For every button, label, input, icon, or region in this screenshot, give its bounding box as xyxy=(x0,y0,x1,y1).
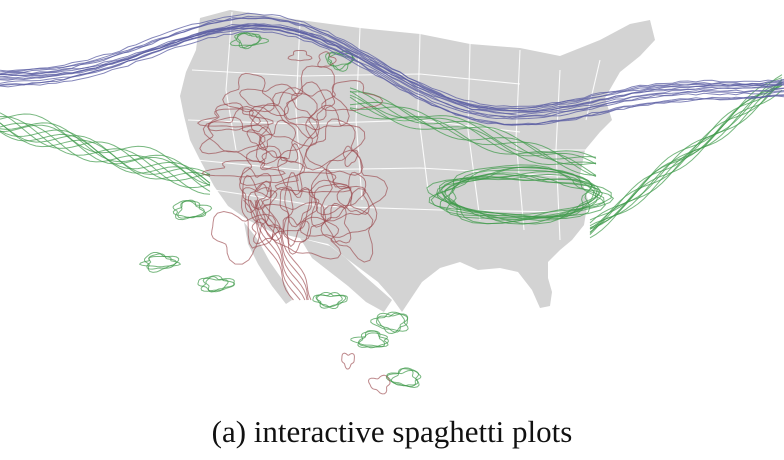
red-contour-line[interactable] xyxy=(257,199,309,301)
blue-contour-line[interactable] xyxy=(0,23,784,110)
state-border-line xyxy=(187,119,521,133)
us-landmass xyxy=(180,10,655,312)
state-border-line xyxy=(515,49,525,231)
red-contour-loop[interactable] xyxy=(299,183,374,238)
green-contour-blob[interactable] xyxy=(390,368,419,387)
red-contour-line[interactable] xyxy=(249,199,301,301)
red-contour-line[interactable] xyxy=(243,199,294,301)
figure-caption: (a) interactive spaghetti plots xyxy=(211,414,573,449)
green-contour-blob[interactable] xyxy=(229,32,269,47)
green-contour-loop[interactable] xyxy=(448,177,598,225)
red-contour-line[interactable] xyxy=(254,199,306,301)
red-contour-loop[interactable] xyxy=(260,150,288,171)
red-contour-loop[interactable] xyxy=(272,81,327,139)
red-contour-loop[interactable] xyxy=(207,102,261,132)
green-contour-line[interactable] xyxy=(349,106,597,178)
red-contour-loop[interactable] xyxy=(322,187,378,263)
green-contour-line[interactable] xyxy=(349,91,597,166)
blue-contour-line[interactable] xyxy=(0,30,784,125)
green-contour-blob[interactable] xyxy=(143,252,180,273)
red-contour-loop[interactable] xyxy=(261,201,327,243)
green-contour-blob[interactable] xyxy=(357,330,389,348)
state-border-line xyxy=(295,21,301,171)
red-contour-line[interactable] xyxy=(256,199,308,301)
red-contour-loop[interactable] xyxy=(291,89,336,121)
red-contour-blob[interactable] xyxy=(341,352,355,370)
red-contour-loop[interactable] xyxy=(279,187,313,228)
baja-peninsula xyxy=(244,222,292,304)
red-contour-loop[interactable] xyxy=(202,105,269,163)
green-contour-line[interactable] xyxy=(0,122,211,187)
spaghetti-map xyxy=(0,10,784,395)
green-contour-line[interactable] xyxy=(0,124,211,192)
green-contour-line[interactable] xyxy=(0,122,211,195)
red-contour-loop[interactable] xyxy=(199,116,266,155)
red-contour-loop[interactable] xyxy=(303,104,366,171)
red-contour-blob[interactable] xyxy=(287,50,313,62)
blue-contour-line[interactable] xyxy=(0,27,784,120)
state-border-line xyxy=(213,189,571,213)
green-contour-blob[interactable] xyxy=(197,277,235,293)
green-contour-line[interactable] xyxy=(0,122,211,176)
state-border-line xyxy=(417,33,429,191)
red-contour-loop[interactable] xyxy=(201,160,286,178)
red-contour-ensemble xyxy=(196,50,391,395)
red-contour-loop[interactable] xyxy=(336,171,370,215)
green-contour-line[interactable] xyxy=(0,113,211,186)
green-contour-line[interactable] xyxy=(0,112,211,182)
red-contour-line[interactable] xyxy=(260,199,312,301)
green-contour-line[interactable] xyxy=(589,79,783,236)
red-contour-loop[interactable] xyxy=(250,102,319,165)
green-contour-line[interactable] xyxy=(349,87,597,160)
blue-contour-line[interactable] xyxy=(0,23,784,109)
red-contour-loop[interactable] xyxy=(239,145,306,186)
red-contour-loop[interactable] xyxy=(282,216,310,255)
red-contour-loop[interactable] xyxy=(283,65,350,131)
mexico-mainland xyxy=(300,238,392,312)
green-contour-blob[interactable] xyxy=(236,32,261,50)
blue-contour-ensemble xyxy=(0,12,784,126)
green-contour-line[interactable] xyxy=(349,90,597,159)
green-contour-line[interactable] xyxy=(0,115,211,189)
green-contour-loop[interactable] xyxy=(445,174,615,219)
red-contour-loop[interactable] xyxy=(277,142,304,198)
green-contour-loop[interactable] xyxy=(428,169,605,216)
green-contour-loop[interactable] xyxy=(441,173,597,225)
green-contour-blob[interactable] xyxy=(172,199,213,221)
green-contour-blob[interactable] xyxy=(385,367,420,389)
blue-contour-line[interactable] xyxy=(0,12,784,112)
green-contour-line[interactable] xyxy=(589,89,783,239)
green-contour-blob[interactable] xyxy=(177,199,205,219)
red-contour-blob[interactable] xyxy=(317,51,337,68)
red-contour-loop[interactable] xyxy=(308,179,367,216)
red-contour-loop[interactable] xyxy=(321,79,384,112)
red-contour-loop[interactable] xyxy=(248,186,294,242)
green-contour-blob[interactable] xyxy=(312,294,348,308)
red-contour-loop[interactable] xyxy=(258,119,299,163)
green-contour-blob[interactable] xyxy=(138,256,182,268)
red-contour-loop[interactable] xyxy=(239,166,272,214)
green-contour-line[interactable] xyxy=(0,129,211,184)
red-contour-loop[interactable] xyxy=(246,126,273,151)
green-contour-line[interactable] xyxy=(0,131,211,184)
red-contour-blob[interactable] xyxy=(367,374,391,395)
green-contour-line[interactable] xyxy=(589,82,783,227)
green-contour-loop[interactable] xyxy=(436,175,595,221)
green-contour-blob[interactable] xyxy=(315,291,343,310)
green-contour-ensemble xyxy=(0,31,783,389)
us-outline xyxy=(180,10,655,312)
red-contour-loop[interactable] xyxy=(239,83,298,116)
green-contour-line[interactable] xyxy=(0,122,211,180)
red-contour-blob[interactable] xyxy=(342,145,359,168)
red-contour-loop[interactable] xyxy=(305,118,364,176)
red-contour-loop[interactable] xyxy=(222,72,275,113)
blue-contour-line[interactable] xyxy=(0,24,784,119)
green-contour-line[interactable] xyxy=(589,74,783,224)
green-contour-blob[interactable] xyxy=(370,311,409,332)
red-contour-loop[interactable] xyxy=(254,183,278,210)
red-contour-loop[interactable] xyxy=(320,149,389,222)
state-border-line xyxy=(195,159,561,177)
green-contour-loop[interactable] xyxy=(426,166,593,219)
state-border-line xyxy=(467,43,481,221)
